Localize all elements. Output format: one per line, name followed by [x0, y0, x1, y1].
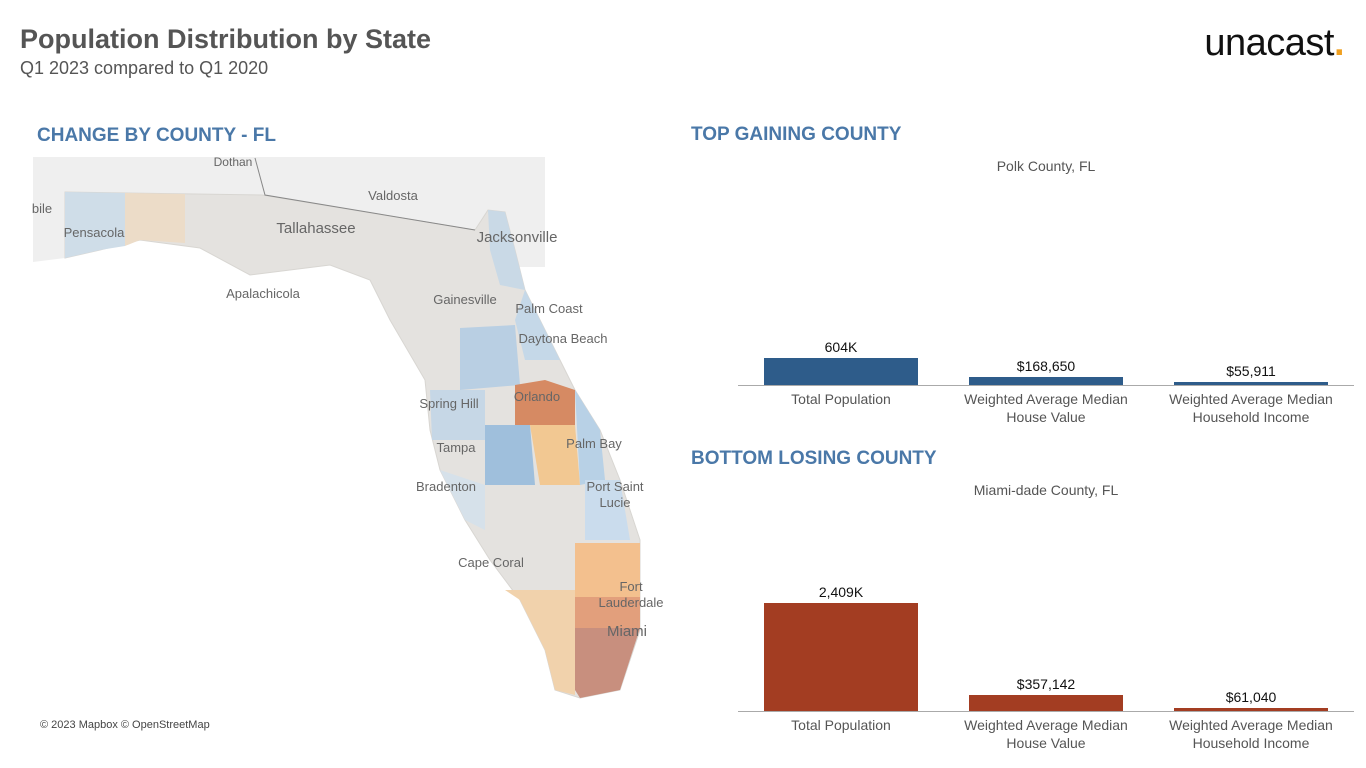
logo-text: unacast	[1204, 22, 1334, 64]
chart-subtitle: Miami-dade County, FL	[973, 482, 1119, 498]
page-title: Population Distribution by State	[20, 24, 431, 54]
county	[575, 628, 640, 698]
county	[585, 480, 630, 540]
county	[430, 390, 485, 440]
data-label: 2,409K	[818, 583, 864, 600]
county	[575, 390, 605, 485]
data-label: $168,650	[1016, 358, 1076, 375]
x-tick-label: Weighted Average Median Household Income	[1169, 391, 1333, 425]
map-place-label: Miami	[607, 623, 647, 640]
x-tick-label: Weighted Average Median House Value	[964, 717, 1128, 751]
county	[515, 290, 560, 360]
map-place-label: Cape Coral	[458, 555, 524, 570]
county	[488, 210, 525, 290]
map-place-label: Pensacola	[63, 225, 125, 240]
county	[515, 380, 575, 425]
bar	[1174, 382, 1328, 385]
map-place-label: Daytona Beach	[518, 331, 608, 346]
page-subtitle: Q1 2023 compared to Q1 2020	[20, 58, 269, 78]
map-place-label: Fort Lauderdale	[598, 579, 664, 610]
bar	[969, 377, 1123, 385]
county	[575, 543, 640, 597]
data-label: $55,911	[1226, 363, 1276, 380]
data-label: $61,040	[1225, 689, 1277, 706]
baseline	[738, 711, 1354, 712]
chart-title: BOTTOM LOSING COUNTY	[691, 448, 937, 469]
bar	[1174, 708, 1328, 711]
county	[125, 193, 185, 246]
map-place-label: Port Saint Lucie	[586, 479, 644, 510]
map-place-label: Spring Hill	[419, 396, 479, 411]
map-place-label: Palm Coast	[515, 301, 583, 316]
map-place-label: Tallahassee	[276, 220, 356, 237]
chart-title: TOP GAINING COUNTY	[691, 124, 902, 145]
data-label: $357,142	[1016, 675, 1076, 692]
baseline	[738, 385, 1354, 386]
bar	[969, 694, 1123, 711]
map-place-label: Bradenton	[416, 479, 476, 494]
bar	[764, 602, 918, 711]
county	[460, 325, 520, 390]
county	[65, 192, 125, 258]
map-place-label: Gainesville	[433, 292, 497, 307]
x-tick-label: Total Population	[791, 391, 891, 407]
x-tick-label: Weighted Average Median House Value	[964, 391, 1128, 425]
map	[33, 157, 641, 699]
logo-dot: .	[1333, 22, 1345, 64]
map-place-label: Dothan	[213, 155, 253, 169]
county	[575, 597, 640, 628]
map-place-label: Apalachicola	[226, 286, 300, 301]
county	[485, 425, 535, 485]
map-place-label: Valdosta	[368, 188, 418, 203]
map-place-label: Palm Bay	[566, 436, 622, 451]
map-place-label: Jacksonville	[476, 229, 558, 246]
county	[440, 470, 485, 530]
x-tick-label: Weighted Average Median Household Income	[1169, 717, 1333, 751]
map-attribution: © 2023 Mapbox © OpenStreetMap	[40, 719, 210, 731]
map-place-label: Orlando	[513, 389, 561, 404]
county	[530, 425, 580, 485]
map-place-label: bile	[31, 201, 53, 216]
logo: unacast.	[1204, 22, 1344, 65]
state-border	[254, 157, 476, 231]
county	[505, 590, 575, 695]
map-title: CHANGE BY COUNTY - FL	[37, 125, 276, 146]
data-label: 604K	[824, 338, 858, 355]
bar	[764, 357, 918, 385]
x-tick-label: Total Population	[791, 717, 891, 733]
chart-subtitle: Polk County, FL	[996, 158, 1096, 174]
map-place-label: Tampa	[436, 440, 476, 455]
